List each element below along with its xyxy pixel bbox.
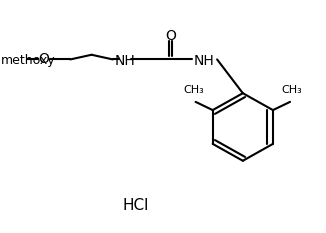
Text: methoxy: methoxy bbox=[1, 54, 55, 67]
Text: CH₃: CH₃ bbox=[281, 85, 302, 95]
Text: O: O bbox=[39, 52, 50, 66]
Text: HCl: HCl bbox=[122, 198, 149, 212]
Text: NH: NH bbox=[194, 54, 215, 68]
Text: O: O bbox=[165, 29, 176, 43]
Text: NH: NH bbox=[114, 54, 135, 68]
Text: CH₃: CH₃ bbox=[184, 85, 204, 95]
